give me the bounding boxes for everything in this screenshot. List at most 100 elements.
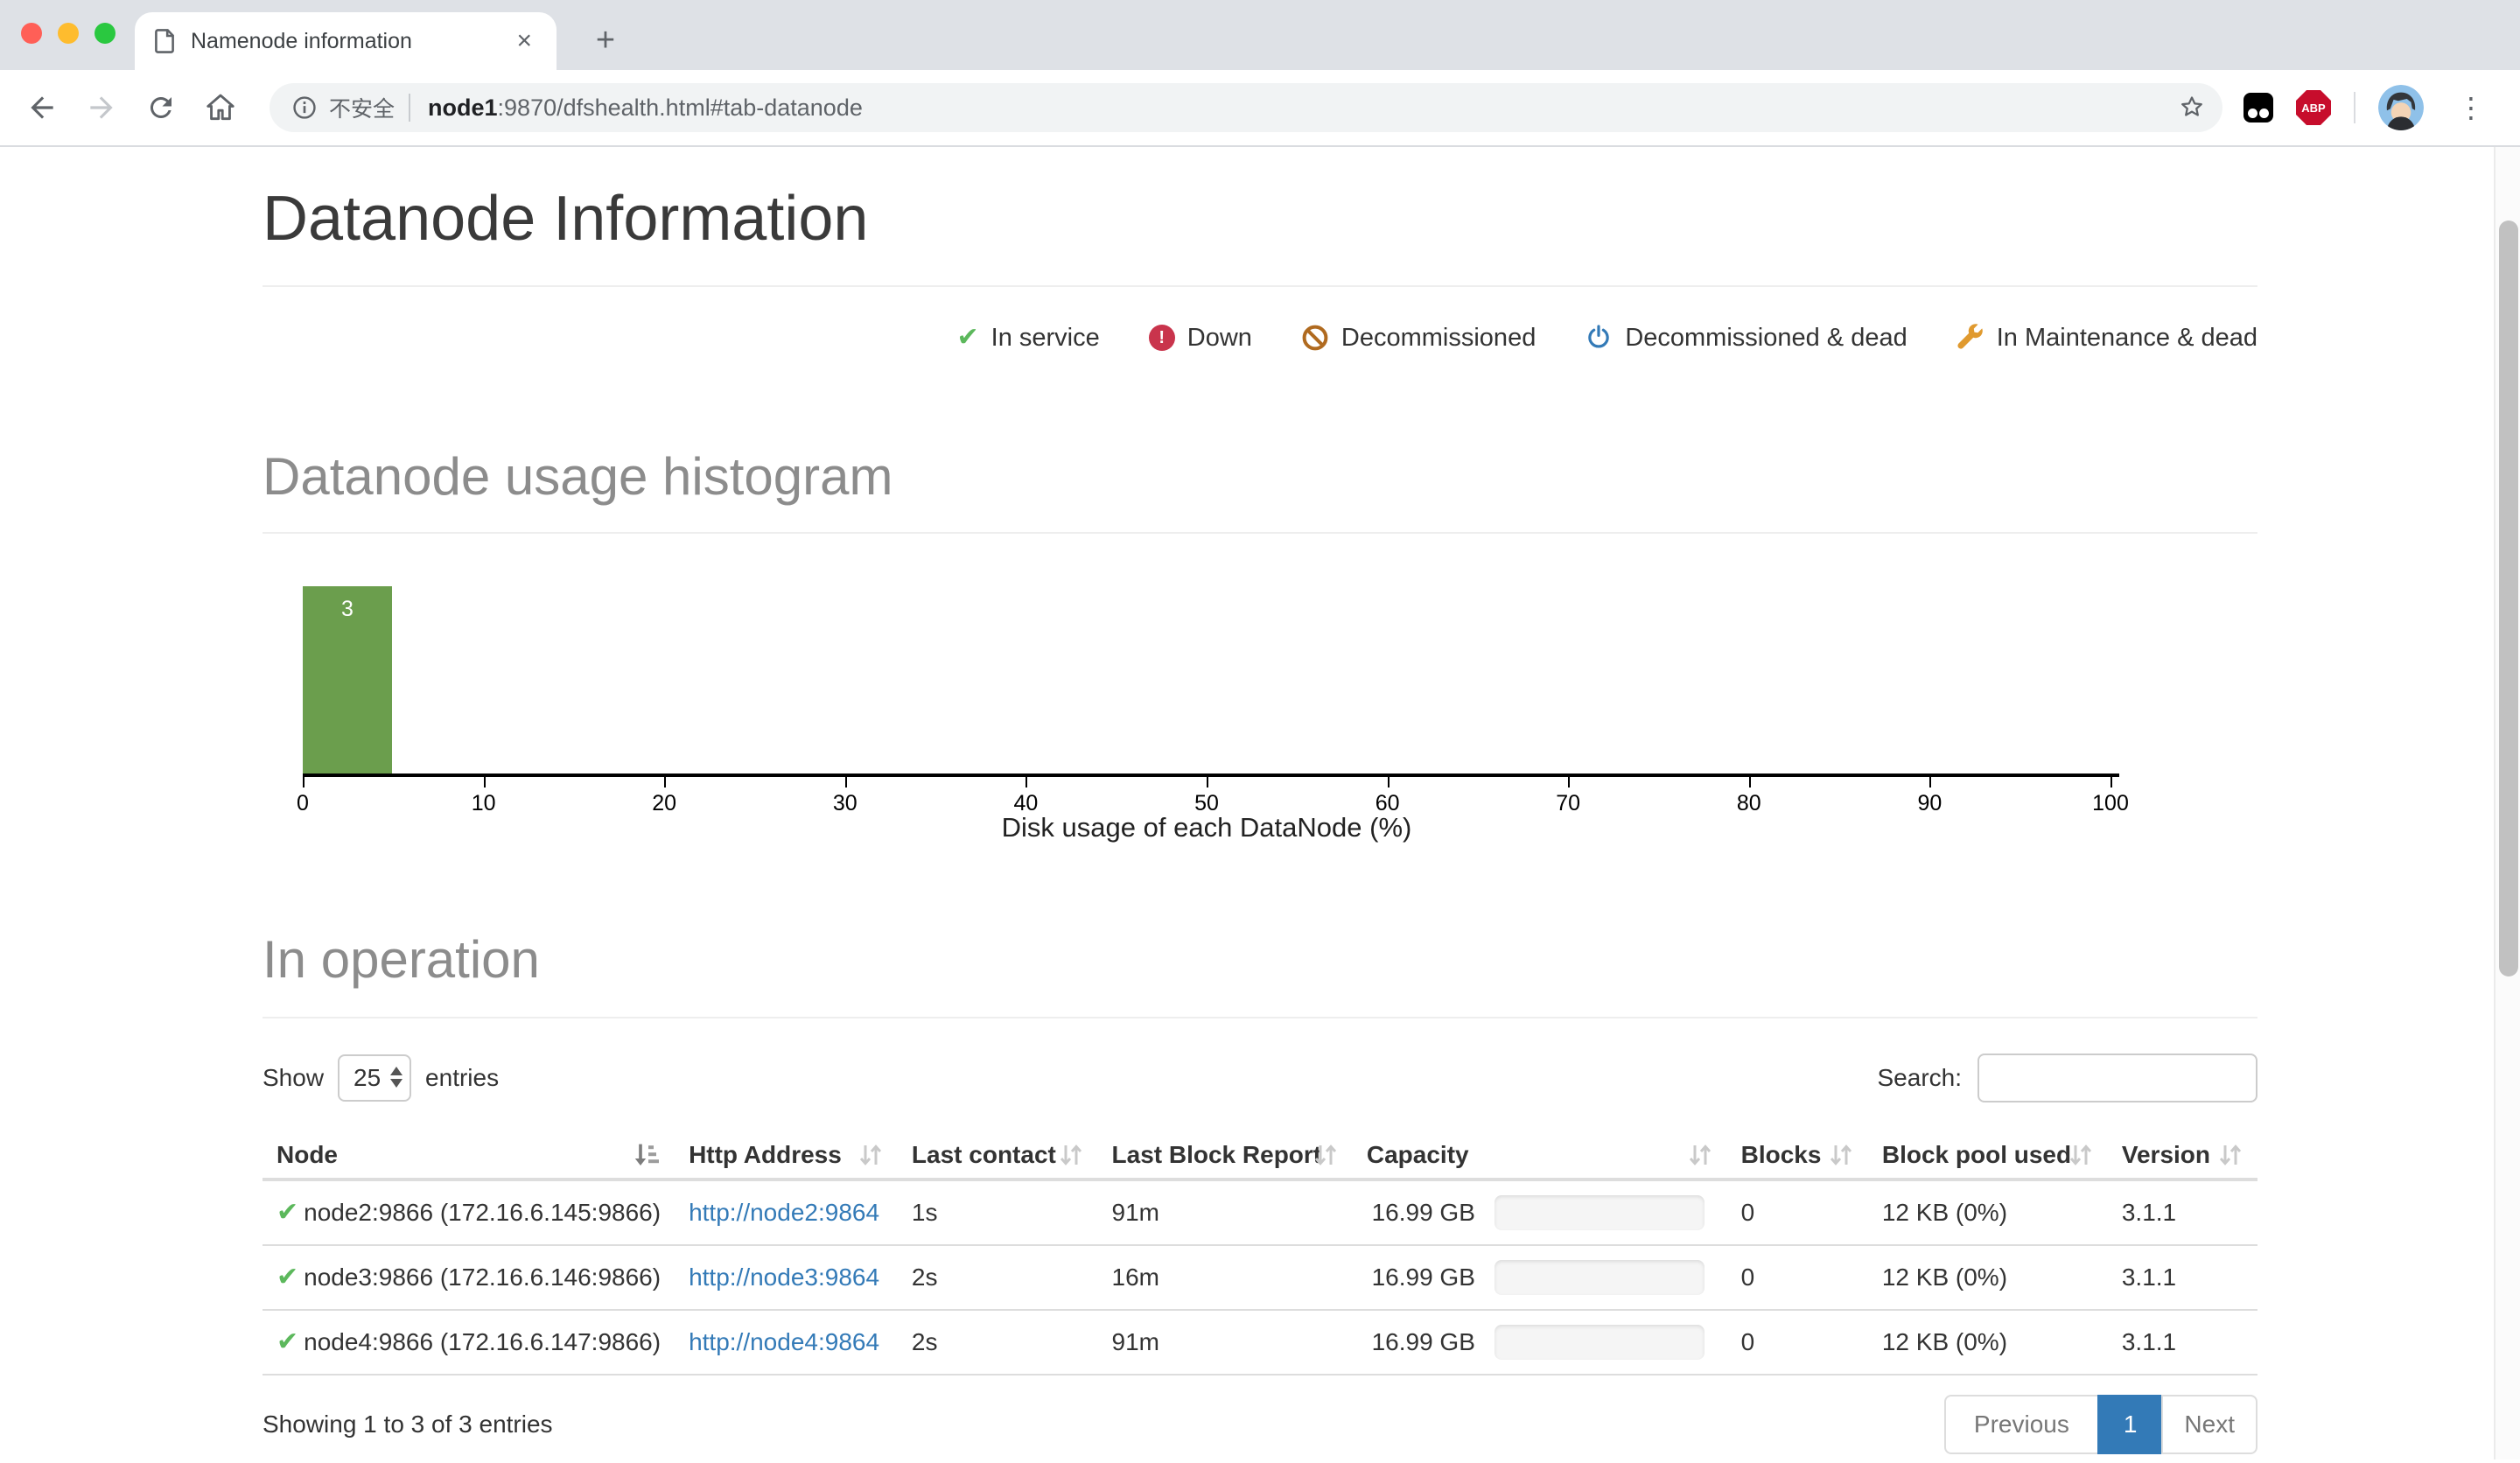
legend-maintenance-dead: In Maintenance & dead (1956, 324, 2258, 353)
x-tick: 20 (652, 791, 677, 816)
histogram-section-title: Datanode usage histogram (262, 447, 893, 506)
last-contact: 2s (897, 1245, 1098, 1311)
table-row: ✔ node4:9866 (172.16.6.147:9866) http://n… (262, 1310, 2258, 1376)
back-button[interactable] (18, 83, 66, 132)
showing-entries-text: Showing 1 to 3 of 3 entries (262, 1410, 553, 1438)
x-tick: 90 (1917, 791, 1942, 816)
x-axis-label: Disk usage of each DataNode (%) (1001, 812, 1412, 843)
check-icon: ✔ (276, 1198, 299, 1227)
next-page-button[interactable]: Next (2161, 1395, 2258, 1454)
sort-active-icon (634, 1143, 660, 1167)
tab-close-icon[interactable]: × (516, 26, 532, 55)
reload-button[interactable] (136, 83, 186, 132)
last-block-report: 91m (1097, 1180, 1353, 1246)
entries-label: entries (425, 1064, 500, 1091)
browser-menu-icon[interactable]: ⋮ (2457, 92, 2485, 123)
page-favicon-icon (152, 28, 177, 54)
wrench-icon (1956, 324, 1984, 352)
page-size-select[interactable]: 25 (338, 1054, 412, 1102)
check-icon: ✔ (956, 323, 979, 352)
http-address-link[interactable]: http://node2:9864 (689, 1199, 880, 1226)
capacity-progress-bar (1494, 1325, 1704, 1360)
x-tick-mark (1207, 777, 1208, 788)
x-tick-mark (2110, 777, 2112, 788)
x-tick: 80 (1736, 791, 1761, 816)
legend-decommissioned: Decommissioned (1301, 324, 1536, 353)
legend-down: ! Down (1148, 324, 1252, 353)
x-tick-mark (483, 777, 486, 788)
x-tick: 70 (1556, 791, 1581, 816)
blocks-value: 0 (1726, 1245, 1868, 1311)
vertical-scrollbar[interactable] (2494, 147, 2520, 1460)
version-value: 3.1.1 (2107, 1310, 2258, 1376)
sort-both-icon (1314, 1143, 1337, 1167)
tab-strip: Namenode information × + (0, 0, 2520, 70)
address-bar[interactable]: 不安全 node1:9870/dfshealth.html#tab-datano… (270, 83, 2222, 132)
table-footer: Showing 1 to 3 of 3 entries Previous 1 N… (262, 1395, 2258, 1454)
column-header-last-block-report[interactable]: Last Block Report (1097, 1132, 1353, 1181)
previous-page-button[interactable]: Previous (1943, 1395, 2099, 1454)
search-input[interactable] (1978, 1054, 2258, 1102)
block-pool-used: 12 KB (0%) (1867, 1310, 2108, 1376)
power-icon (1585, 324, 1613, 352)
blocks-value: 0 (1726, 1310, 1868, 1376)
http-address-link[interactable]: http://node4:9864 (689, 1328, 880, 1355)
sort-both-icon (859, 1143, 882, 1167)
info-icon[interactable] (290, 94, 318, 122)
node-name: node4:9866 (172.16.6.147:9866) (304, 1328, 662, 1355)
last-block-report: 16m (1097, 1245, 1353, 1311)
extension-icon[interactable] (2244, 93, 2273, 122)
x-tick: 100 (2092, 791, 2129, 816)
column-header-http-address[interactable]: Http Address (675, 1132, 898, 1181)
home-button[interactable] (196, 83, 245, 132)
capacity-value: 16.99 GB (1371, 1264, 1475, 1291)
column-header-capacity[interactable]: Capacity (1352, 1132, 1727, 1181)
extensions-area: ABP ⋮ (2244, 85, 2502, 130)
histogram-bar: 3 (303, 586, 392, 774)
capacity-value: 16.99 GB (1371, 1199, 1475, 1226)
x-tick-mark (844, 777, 847, 788)
maximize-window-button[interactable] (94, 23, 116, 44)
divider (262, 285, 2258, 287)
tab-title: Namenode information (191, 28, 412, 53)
scrollbar-thumb[interactable] (2499, 220, 2518, 976)
url-text: node1:9870/dfshealth.html#tab-datanode (428, 94, 863, 122)
x-tick-mark (303, 777, 304, 788)
exclamation-circle-icon: ! (1148, 325, 1175, 351)
minimize-window-button[interactable] (58, 23, 79, 44)
x-tick-mark (1929, 777, 1932, 788)
browser-tab[interactable]: Namenode information × (135, 12, 556, 70)
version-value: 3.1.1 (2107, 1245, 2258, 1311)
x-tick: 40 (1013, 791, 1039, 816)
adblock-plus-icon[interactable]: ABP (2296, 90, 2331, 125)
node-name: node2:9866 (172.16.6.145:9866) (304, 1199, 662, 1226)
browser-toolbar: 不安全 node1:9870/dfshealth.html#tab-datano… (0, 70, 2520, 147)
bookmark-star-icon[interactable] (2177, 92, 2207, 129)
x-axis (303, 774, 2119, 777)
http-address-link[interactable]: http://node3:9864 (689, 1264, 880, 1291)
column-header-node[interactable]: Node (262, 1132, 676, 1181)
datanode-table: Node Http Address Last con (262, 1132, 2258, 1376)
last-contact: 2s (897, 1310, 1098, 1376)
status-legend: ✔ In service ! Down Decommissioned (262, 318, 2258, 357)
column-header-last-contact[interactable]: Last contact (897, 1132, 1098, 1181)
close-window-button[interactable] (21, 23, 42, 44)
column-header-blocks[interactable]: Blocks (1726, 1132, 1868, 1181)
column-header-version[interactable]: Version (2107, 1132, 2258, 1181)
forward-button[interactable] (77, 83, 126, 132)
omnibox-divider (409, 94, 411, 122)
x-tick: 60 (1375, 791, 1400, 816)
check-icon: ✔ (276, 1327, 299, 1356)
sort-both-icon (1060, 1143, 1082, 1167)
x-tick-mark (1748, 777, 1751, 788)
profile-avatar[interactable] (2378, 85, 2424, 130)
legend-decommissioned-dead: Decommissioned & dead (1585, 324, 1908, 353)
url-path: :9870/dfshealth.html#tab-datanode (497, 94, 863, 121)
x-tick: 50 (1194, 791, 1219, 816)
x-tick: 30 (832, 791, 858, 816)
blocks-value: 0 (1726, 1180, 1868, 1246)
new-tab-button[interactable]: + (595, 21, 616, 59)
current-page-button[interactable]: 1 (2096, 1395, 2164, 1454)
column-header-block-pool-used[interactable]: Block pool used (1867, 1132, 2108, 1181)
